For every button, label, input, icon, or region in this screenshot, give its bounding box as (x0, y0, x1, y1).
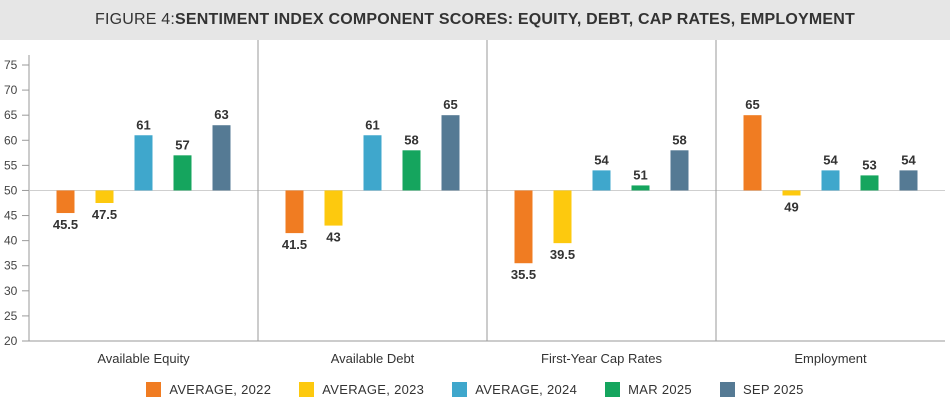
legend-item: AVERAGE, 2022 (146, 382, 271, 397)
data-label: 58 (404, 132, 418, 147)
bar-sep-2025 (899, 170, 918, 191)
legend-swatch (452, 382, 468, 397)
data-label: 39.5 (550, 247, 575, 262)
data-label: 61 (365, 117, 379, 132)
data-label: 51 (633, 167, 647, 182)
y-tick-label: 65 (4, 108, 18, 122)
data-label: 54 (594, 152, 609, 167)
bar-average-2023 (324, 190, 343, 226)
data-label: 43 (326, 230, 340, 245)
y-tick-label: 40 (4, 234, 18, 248)
y-tick-label: 55 (4, 158, 18, 172)
bar-average-2023 (782, 190, 801, 196)
legend-item: MAR 2025 (605, 382, 692, 397)
legend-swatch (719, 382, 735, 397)
bar-average-2024 (363, 135, 382, 191)
bar-mar-2025 (860, 175, 879, 191)
chart-title: SENTIMENT INDEX COMPONENT SCORES: EQUITY… (175, 11, 855, 28)
bar-chart: 20 25 30 35 40 45 50 55 60 65 70 75 45.5 47.5 61 57 63 Av… (4, 40, 945, 366)
legend-label: SEP 2025 (742, 382, 804, 397)
bar-sep-2025 (670, 150, 689, 191)
data-label: 41.5 (282, 237, 307, 252)
bar-average-2022 (56, 190, 75, 214)
legend-label: AVERAGE, 2022 (169, 382, 272, 397)
y-tick-label: 60 (4, 133, 18, 147)
legend-swatch (146, 382, 162, 397)
bar-average-2022 (285, 190, 304, 234)
data-label: 61 (136, 117, 150, 132)
bar-average-2024 (592, 170, 611, 191)
data-label: 63 (214, 107, 228, 122)
y-tick-label: 70 (4, 83, 18, 97)
x-category-label: First-Year Cap Rates (541, 351, 662, 366)
x-category-label: Available Equity (97, 351, 190, 366)
data-label: 53 (862, 157, 876, 172)
data-label: 47.5 (92, 207, 117, 222)
legend-swatch (605, 382, 621, 397)
y-tick-label: 75 (4, 58, 18, 72)
chart-title-prefix: FIGURE 4: (95, 11, 176, 28)
legend-label: AVERAGE, 2023 (322, 382, 425, 397)
legend-label: MAR 2025 (628, 382, 692, 397)
legend-item: SEP 2025 (719, 382, 804, 397)
legend-label: AVERAGE, 2024 (475, 382, 578, 397)
bar-average-2024 (134, 135, 153, 191)
x-category-label: Available Debt (331, 351, 415, 366)
legend-item: AVERAGE, 2023 (299, 382, 424, 397)
bar-mar-2025 (631, 185, 650, 191)
x-category-label: Employment (794, 351, 867, 366)
y-tick-label: 45 (4, 209, 18, 223)
legend-item: AVERAGE, 2024 (452, 382, 577, 397)
bar-average-2022 (743, 115, 762, 191)
y-tick-label: 35 (4, 259, 18, 273)
data-label: 35.5 (511, 267, 536, 282)
data-label: 58 (672, 132, 686, 147)
bar-sep-2025 (212, 125, 231, 191)
data-label: 65 (443, 97, 457, 112)
y-tick-label: 30 (4, 284, 18, 298)
y-tick-label: 20 (4, 334, 18, 348)
data-label: 57 (175, 137, 189, 152)
data-label: 49 (784, 199, 798, 214)
bar-average-2023 (95, 190, 114, 203)
bar-mar-2025 (173, 155, 192, 191)
bar-average-2024 (821, 170, 840, 191)
y-tick-label: 25 (4, 309, 18, 323)
data-label: 45.5 (53, 217, 78, 232)
bar-average-2022 (514, 190, 533, 264)
y-tick-label: 50 (4, 183, 18, 197)
chart-legend: AVERAGE, 2022 AVERAGE, 2023 AVERAGE, 2024 M… (0, 382, 950, 397)
data-label: 54 (823, 152, 838, 167)
chart-title-bar: FIGURE 4: SENTIMENT INDEX COMPONENT SCOR… (0, 0, 950, 40)
bar-average-2023 (553, 190, 572, 244)
bar-sep-2025 (441, 115, 460, 191)
legend-swatch (299, 382, 315, 397)
bar-mar-2025 (402, 150, 421, 191)
data-label: 54 (901, 152, 916, 167)
data-label: 65 (745, 97, 759, 112)
